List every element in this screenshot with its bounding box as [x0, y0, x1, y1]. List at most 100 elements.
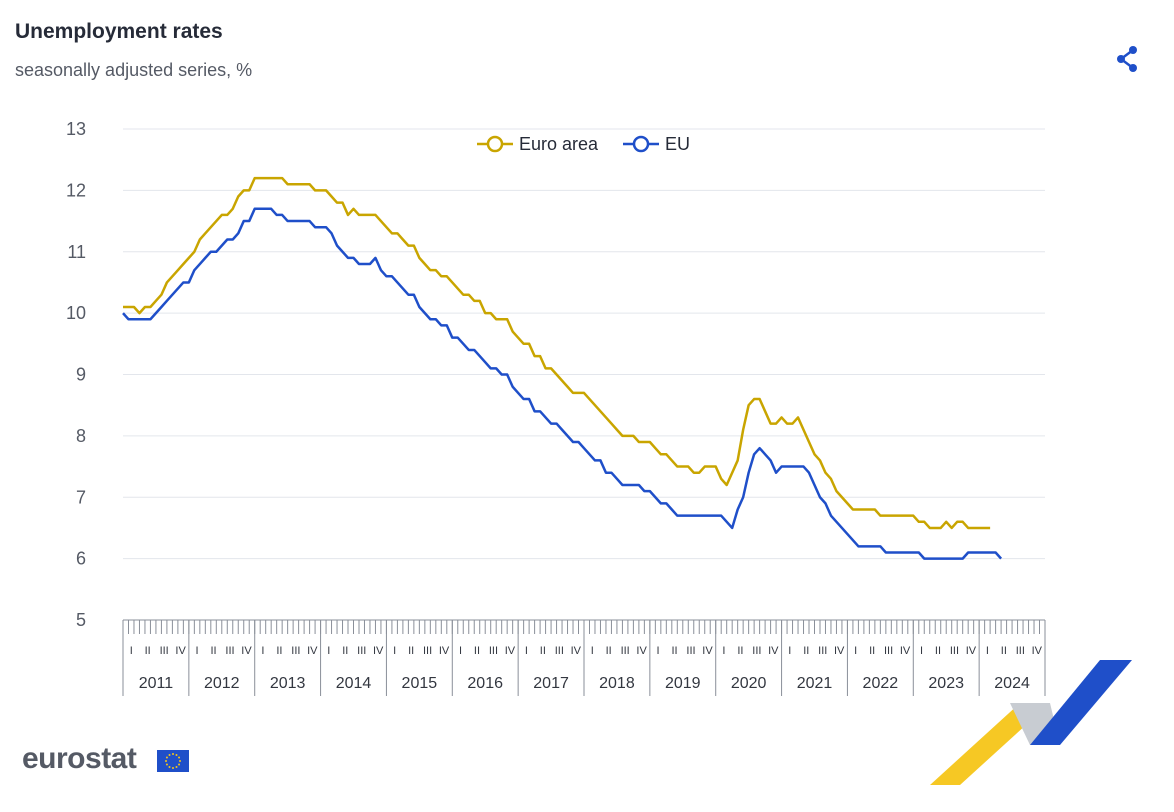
x-quarter-label: I — [130, 645, 133, 657]
x-quarter-label: II — [276, 645, 282, 657]
x-quarter-label: II — [869, 645, 875, 657]
x-quarter-label: II — [342, 645, 348, 657]
x-year-label: 2012 — [204, 675, 240, 692]
x-quarter-label: III — [818, 645, 827, 657]
x-quarter-label: IV — [834, 645, 845, 657]
x-quarter-label: I — [986, 645, 989, 657]
x-quarter-label: II — [737, 645, 743, 657]
legend[interactable]: Euro area EU — [477, 134, 690, 154]
x-quarter-label: I — [854, 645, 857, 657]
x-year-label: 2014 — [336, 675, 372, 692]
share-icon — [1117, 46, 1137, 72]
x-year-label: 2013 — [270, 675, 306, 692]
y-tick-label: 6 — [76, 549, 86, 569]
x-year-label: 2021 — [797, 675, 833, 692]
x-year-label: 2024 — [994, 675, 1030, 692]
x-year-label: 2018 — [599, 675, 635, 692]
x-quarter-label: III — [225, 645, 234, 657]
x-quarter-label: II — [145, 645, 151, 657]
flag-star — [168, 766, 171, 769]
legend-circle-marker — [486, 135, 504, 153]
y-tick-label: 5 — [76, 610, 86, 630]
x-quarter-label: II — [408, 645, 414, 657]
y-tick-label: 7 — [76, 487, 86, 507]
x-quarter-label: IV — [966, 645, 977, 657]
y-tick-label: 11 — [67, 242, 86, 262]
x-quarter-label: III — [950, 645, 959, 657]
x-quarter-label: IV — [636, 645, 647, 657]
x-quarter-label: IV — [900, 645, 911, 657]
flag-star — [175, 766, 178, 769]
x-year-label: 2016 — [467, 675, 503, 692]
x-year-label: 2022 — [863, 675, 899, 692]
share-button[interactable] — [1110, 42, 1144, 76]
series-lines — [122, 176, 1003, 560]
x-quarter-label: II — [803, 645, 809, 657]
flag-star — [165, 763, 168, 766]
y-tick-label: 10 — [66, 303, 86, 323]
x-year-label: 2023 — [928, 675, 964, 692]
x-quarter-label: I — [459, 645, 462, 657]
x-quarter-label: III — [884, 645, 893, 657]
x-year-label: 2017 — [533, 675, 569, 692]
x-quarter-label: III — [555, 645, 564, 657]
series-line-euro-area — [123, 176, 991, 530]
x-quarter-label: I — [591, 645, 594, 657]
y-axis-ticks: 5 6 7 8 9 10 11 12 13 — [66, 119, 86, 630]
x-quarter-label: II — [671, 645, 677, 657]
x-quarter-label: I — [657, 645, 660, 657]
x-quarter-label: I — [261, 645, 264, 657]
x-quarter-label: I — [722, 645, 725, 657]
eurostat-logo-text: eurostat — [22, 742, 137, 775]
x-year-label: 2011 — [139, 675, 174, 692]
flag-star — [178, 763, 181, 766]
x-quarter-label: I — [920, 645, 923, 657]
x-quarter-label: III — [686, 645, 695, 657]
x-quarter-label: I — [393, 645, 396, 657]
y-tick-label: 8 — [76, 426, 86, 446]
flag-star — [172, 753, 174, 755]
x-quarter-label: II — [474, 645, 480, 657]
x-quarter-label: I — [525, 645, 528, 657]
legend-label: Euro area — [519, 134, 599, 154]
y-tick-label: 13 — [66, 119, 86, 139]
flag-star — [165, 760, 167, 762]
y-tick-label: 12 — [66, 180, 86, 200]
series-line-eu — [122, 207, 1003, 560]
grid-lines — [123, 128, 1045, 560]
x-quarter-label: III — [1016, 645, 1025, 657]
y-tick-label: 9 — [76, 365, 86, 385]
x-year-label: 2015 — [402, 675, 438, 692]
x-quarter-label: IV — [307, 645, 318, 657]
x-year-label: 2019 — [665, 675, 701, 692]
x-quarter-label: IV — [439, 645, 450, 657]
x-quarter-label: II — [1001, 645, 1007, 657]
x-quarter-label: IV — [1032, 645, 1043, 657]
eu-flag-icon — [157, 750, 189, 772]
flag-star — [175, 753, 178, 756]
x-year-label: 2020 — [731, 675, 767, 692]
x-quarter-label: II — [210, 645, 216, 657]
x-quarter-label: IV — [768, 645, 779, 657]
legend-item-euro-area[interactable]: Euro area — [477, 134, 599, 154]
x-quarter-label: IV — [505, 645, 516, 657]
flag-star — [178, 756, 181, 759]
x-quarter-label: IV — [373, 645, 384, 657]
flag-star — [165, 756, 168, 759]
chart-title: Unemployment rates — [15, 20, 223, 43]
x-quarter-label: III — [357, 645, 366, 657]
x-quarter-label: IV — [175, 645, 186, 657]
x-quarter-label: III — [752, 645, 761, 657]
flag-star — [179, 760, 181, 762]
x-quarter-label: IV — [702, 645, 713, 657]
x-quarter-label: III — [489, 645, 498, 657]
flag-star — [172, 767, 174, 769]
x-quarter-label: III — [160, 645, 169, 657]
flag-star — [168, 753, 171, 756]
legend-item-eu[interactable]: EU — [623, 134, 690, 154]
x-quarter-label: II — [935, 645, 941, 657]
x-quarter-label: III — [423, 645, 432, 657]
chart-subtitle: seasonally adjusted series, % — [15, 60, 253, 80]
